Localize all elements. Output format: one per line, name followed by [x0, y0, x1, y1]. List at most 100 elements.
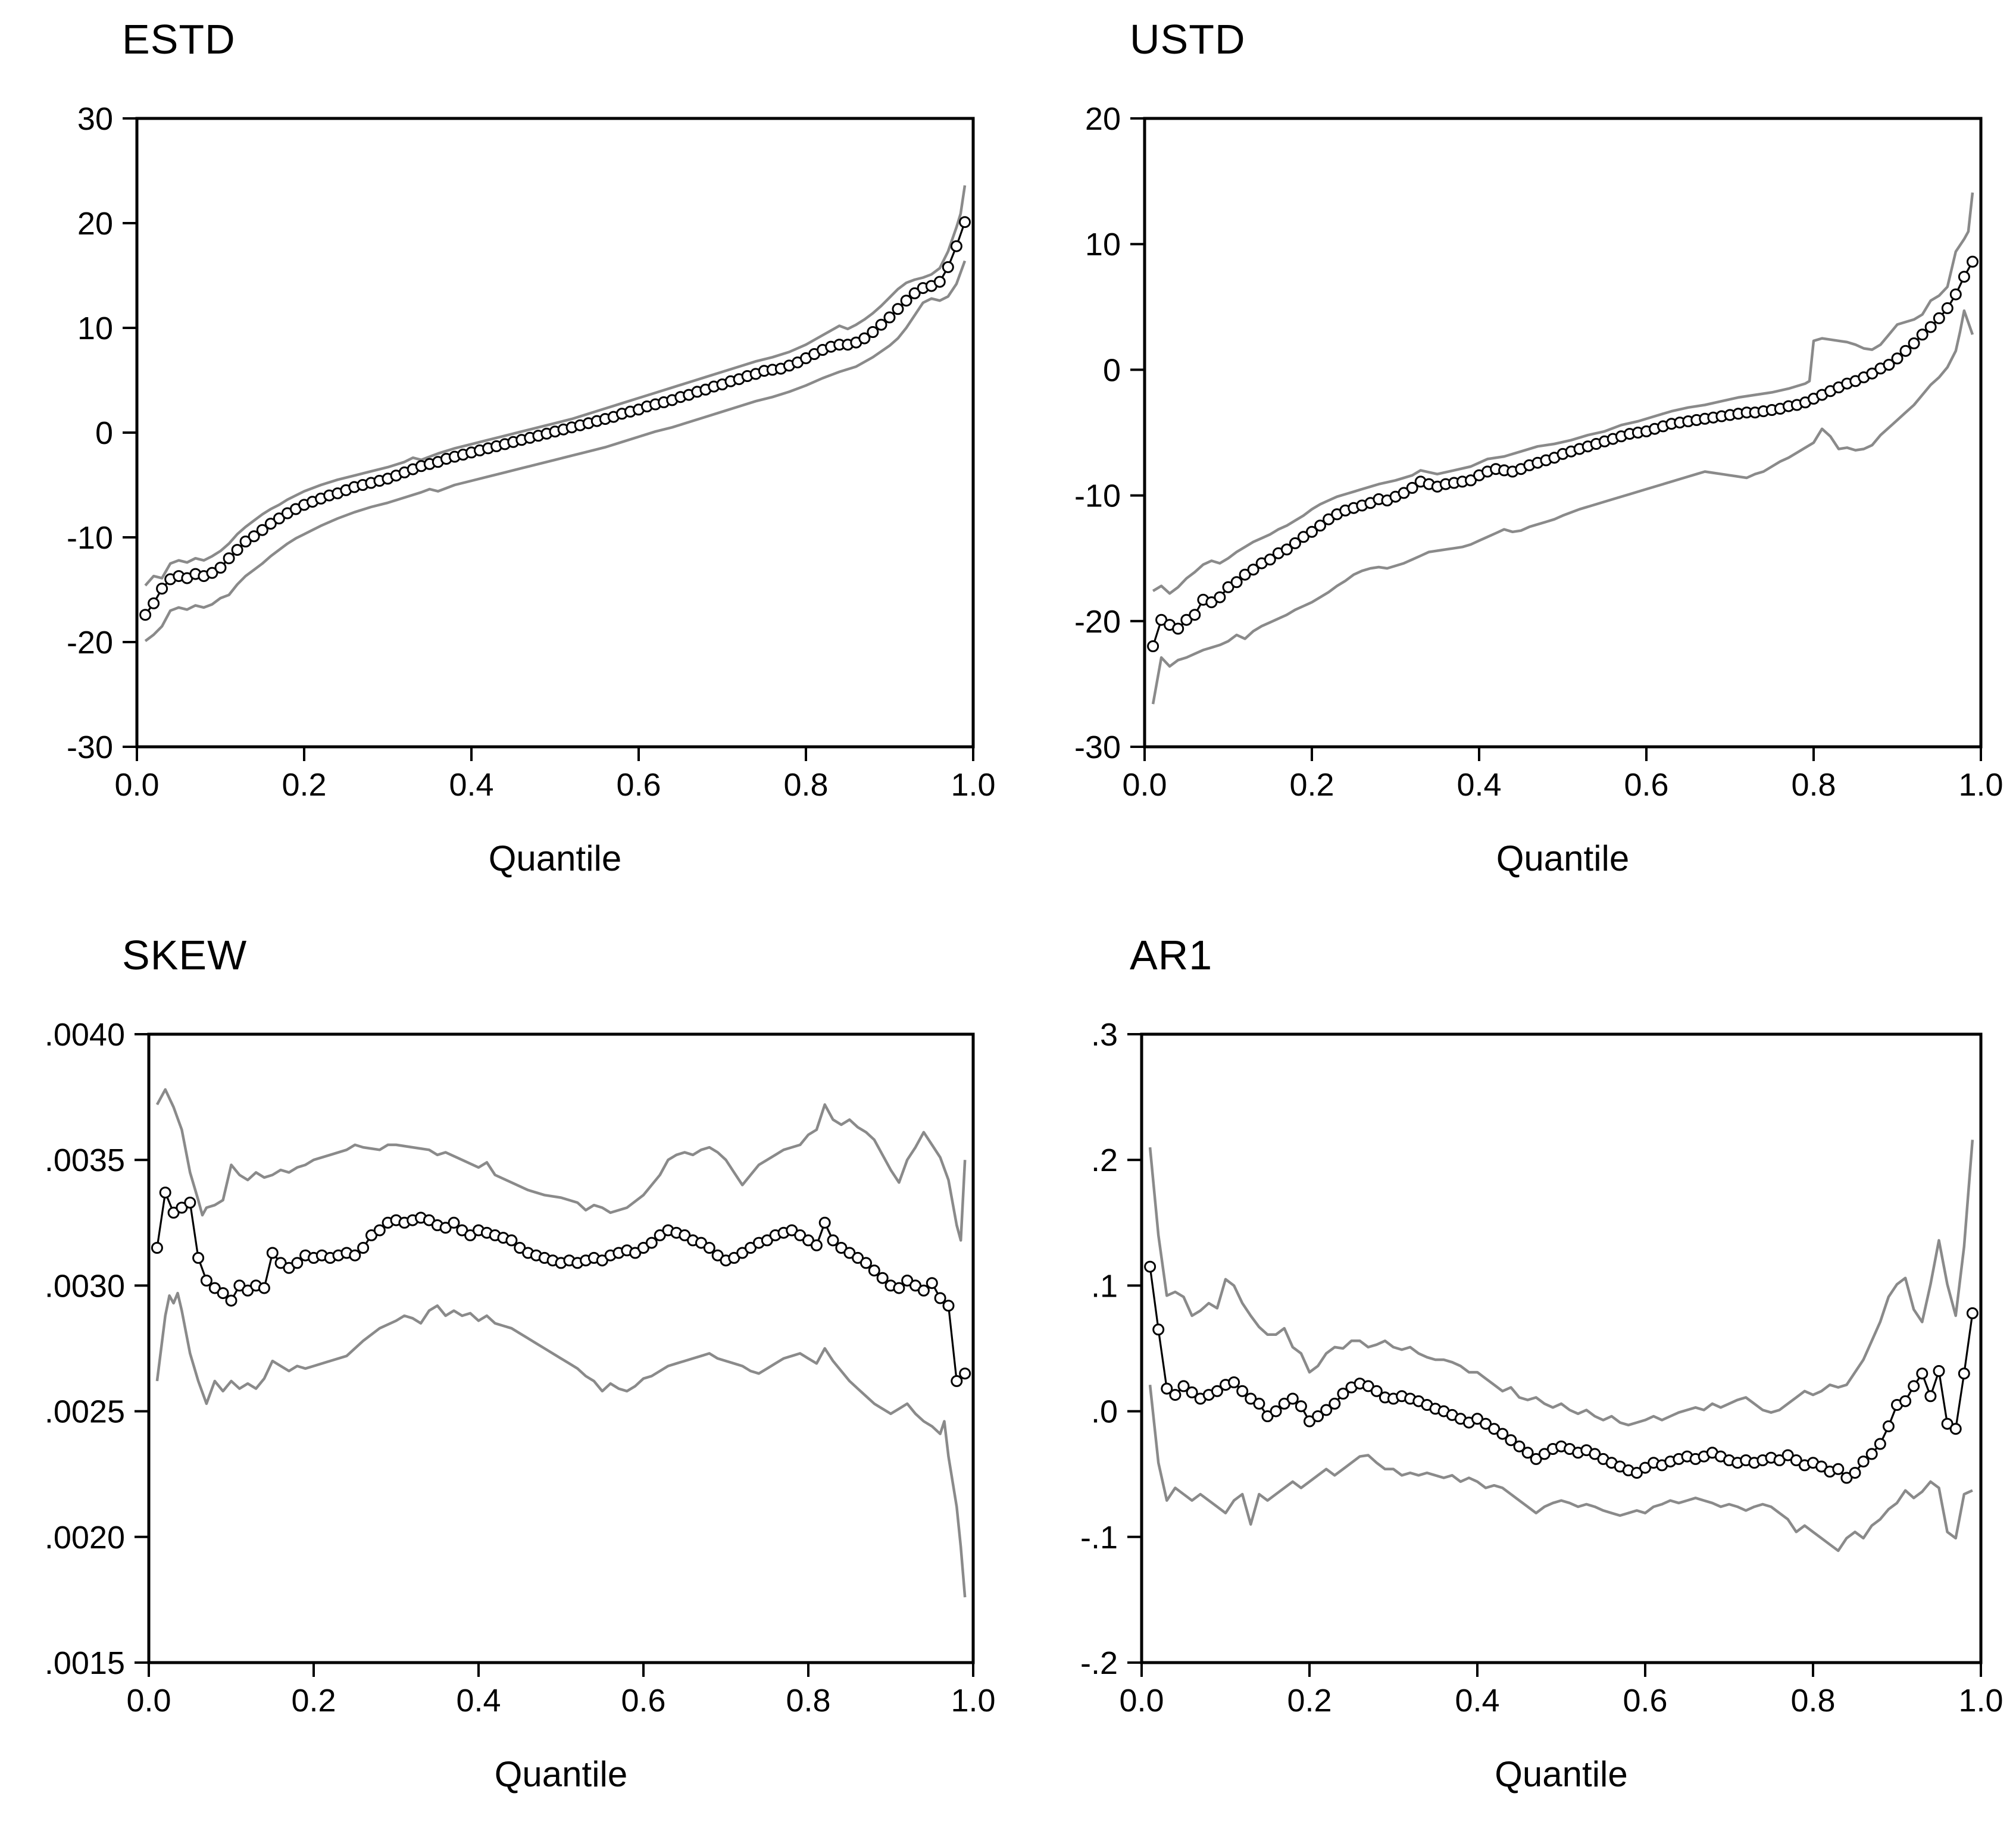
x-tick-label: 1.0 [951, 1683, 995, 1719]
y-tick-label: 20 [1085, 101, 1121, 137]
y-tick-label: .0020 [45, 1520, 125, 1555]
estimate-marker [1337, 1388, 1349, 1400]
estimate-marker [1866, 367, 1879, 380]
x-tick-label: 0.4 [449, 767, 493, 803]
estimate-marker [703, 1242, 715, 1254]
estimate-marker [1480, 1417, 1492, 1430]
y-tick-label: -20 [67, 625, 113, 661]
estimate-marker [1488, 1423, 1501, 1435]
estimate-marker [645, 1237, 658, 1249]
estimate-marker [1261, 1410, 1274, 1422]
estimate-marker [1899, 1395, 1912, 1407]
estimate-marker [1362, 1380, 1374, 1392]
estimate-marker [1329, 1397, 1341, 1410]
chart-title-ustd: USTD [1130, 16, 1246, 62]
estimate-marker [1236, 1385, 1249, 1397]
estimate-marker [1924, 321, 1937, 333]
x-tick-label: 0.2 [282, 767, 326, 803]
estimate-marker [264, 518, 277, 530]
estimate-marker [1180, 614, 1193, 626]
estimate-marker [1790, 1454, 1802, 1466]
estimate-marker [711, 1249, 724, 1262]
estimate-marker [1941, 302, 1954, 314]
estimate-marker [349, 1249, 361, 1262]
estimate-marker [1177, 1380, 1190, 1392]
estimate-marker [1280, 543, 1293, 556]
upper-confidence-band [155, 1088, 967, 1242]
estimate-marker [1264, 553, 1276, 566]
estimate-marker [192, 1251, 205, 1264]
estimate-marker [1630, 1467, 1643, 1479]
y-tick-label: -.2 [1080, 1645, 1118, 1681]
estimate-marker [1916, 1367, 1929, 1380]
x-tick-label: 0.4 [1455, 1683, 1499, 1719]
estimate-marker [1406, 481, 1418, 494]
skew-x-axis-title: Quantile [494, 1754, 628, 1794]
estimate-marker [258, 1282, 270, 1294]
estimate-marker [1874, 1438, 1886, 1450]
estimate-marker [959, 216, 971, 229]
estimate-marker [1589, 1448, 1601, 1460]
estimate-marker [217, 1287, 229, 1300]
x-tick-label: 0.2 [291, 1683, 336, 1719]
estimate-marker [868, 1265, 880, 1277]
estimate-marker [1222, 581, 1234, 593]
y-tick-label: .0025 [45, 1394, 125, 1430]
estimate-marker [1370, 1385, 1383, 1397]
estimate-marker [266, 1247, 279, 1259]
plot-frame [147, 1032, 975, 1664]
x-tick-label: 0.0 [1122, 767, 1167, 803]
estimate-marker [1773, 1454, 1786, 1466]
estimate-marker [1228, 1376, 1240, 1388]
chart-cell-ustd: USTD 20 10 0 -10 -20 -30 0.0 0.2 0.4 0.6 0.8 1.0 Qu… [1008, 0, 2016, 916]
estimate-marker [1840, 1472, 1853, 1484]
estimate-marker [835, 1242, 848, 1254]
estimate-marker [1933, 1365, 1945, 1377]
y-tick-label: .0040 [45, 1017, 125, 1053]
lower-confidence-band [144, 260, 967, 643]
estimate-marker [1398, 487, 1410, 499]
x-tick-label: 1.0 [1958, 1683, 2003, 1719]
estimate-marker [1781, 1449, 1794, 1461]
estimate-marker [1883, 359, 1895, 371]
estimate-marker [151, 1242, 163, 1254]
y-tick-label: .0030 [45, 1268, 125, 1304]
estimate-marker [860, 1257, 872, 1269]
x-tick-label: 0.6 [1623, 1683, 1667, 1719]
estimate-marker [1471, 1413, 1483, 1425]
estimate-line [156, 1191, 966, 1382]
chart-title-skew: SKEW [122, 932, 248, 978]
ustd-plot-canvas: 20 10 0 -10 -20 -300.0 0.2 0.4 0.6 0.8 1.0 [1074, 101, 2004, 803]
y-tick-label: 0 [1103, 352, 1121, 388]
chart-cell-skew: SKEW .0040 .0035 .0030 .0025 .0020 .0015 0.0 0.… [0, 916, 1008, 1831]
estimate-marker [1521, 1447, 1534, 1459]
estimate-marker [827, 1234, 839, 1247]
estimate-marker [1849, 1467, 1861, 1479]
x-tick-label: 0.4 [456, 1683, 501, 1719]
estimate-marker [148, 597, 160, 609]
x-tick-label: 0.4 [1456, 767, 1501, 803]
estimate-markers [139, 216, 971, 621]
estimate-marker [1958, 271, 1970, 283]
estimate-marker [1538, 1448, 1551, 1460]
chart-cell-ar1: AR1 .3 .2 .1 .0 -.1 -.2 0.0 0.2 0.4 0.6 0.8 1.0 Qua… [1008, 916, 2016, 1831]
estimate-marker [1815, 1460, 1828, 1473]
x-tick-label: 0.8 [783, 767, 828, 803]
estimate-marker [629, 1247, 642, 1259]
estimate-marker [1924, 1390, 1937, 1403]
x-tick-label: 0.6 [621, 1683, 665, 1719]
estimate-marker [1155, 614, 1168, 626]
estimate-marker [875, 318, 887, 331]
estimate-marker [858, 332, 871, 345]
y-tick-label: .0 [1091, 1394, 1118, 1430]
estimate-marker [1916, 328, 1929, 341]
chart-title-ar1: AR1 [1130, 932, 1213, 978]
estimate-marker [1899, 345, 1912, 357]
estimate-marker [1465, 474, 1477, 487]
estimate-marker [1245, 1392, 1257, 1405]
y-tick-label: 30 [77, 101, 113, 137]
x-tick-label: 0.6 [616, 767, 661, 803]
chart-title-estd: ESTD [122, 16, 236, 62]
